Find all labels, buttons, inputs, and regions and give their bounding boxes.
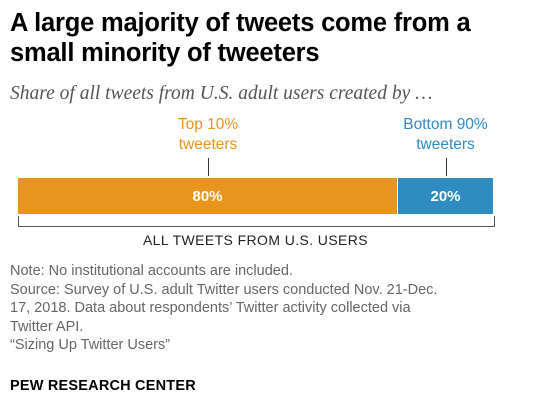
chart-title: A large majority of tweets come from a s… [10, 9, 471, 67]
source-line: Source: Survey of U.S. adult Twitter use… [10, 281, 438, 298]
bar-segment-bottom-90: 20% [398, 178, 493, 214]
category-label: Top 10% tweeters [138, 115, 278, 155]
footer-brand: PEW RESEARCH CENTER [10, 378, 196, 394]
bar-segment-top-10: 80% [18, 178, 397, 214]
label-leader-line [446, 158, 447, 176]
notes: Note: No institutional accounts are incl… [10, 262, 530, 355]
category-label: Bottom 90% tweeters [376, 115, 516, 155]
source-line: Twitter API. [10, 318, 84, 335]
category-label-line: tweeters [178, 136, 238, 153]
category-label-line: Top 10% [177, 116, 239, 133]
label-leader-line [208, 158, 209, 176]
bar-value-label: 20% [430, 187, 461, 205]
bar-value-label: 80% [192, 187, 223, 205]
report-title-line: “Sizing Up Twitter Users” [10, 337, 171, 353]
chart-subtitle: Share of all tweets from U.S. adult user… [10, 83, 433, 104]
note-line: Note: No institutional accounts are incl… [10, 263, 293, 279]
source-line: 17, 2018. Data about respondents’ Twitte… [10, 300, 411, 316]
category-label-line: Bottom 90% [403, 116, 488, 133]
axis-bracket [18, 216, 495, 227]
category-label-line: tweeters [416, 136, 475, 153]
x-axis-label: ALL TWEETS FROM U.S. USERS [142, 232, 369, 248]
